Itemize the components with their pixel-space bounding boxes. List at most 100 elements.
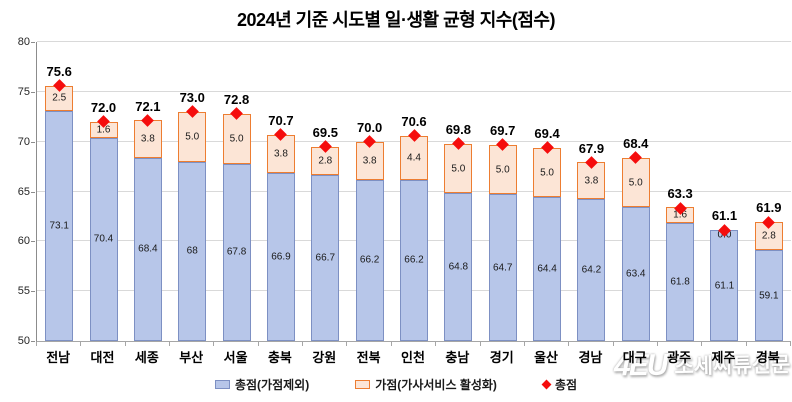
base-value-label: 64.2 <box>581 264 602 276</box>
bonus-value-label: 2.8 <box>761 230 776 242</box>
base-value-label: 70.4 <box>93 233 114 245</box>
base-series-swatch <box>214 380 230 389</box>
bonus-value-label: 5.0 <box>495 164 510 176</box>
base-value-label: 59.1 <box>759 290 779 302</box>
category-label: 충남 <box>445 350 470 365</box>
bonus-value-label: 2.5 <box>52 92 67 104</box>
base-bar <box>45 110 74 341</box>
bonus-value-label: 3.8 <box>362 155 377 167</box>
base-bar <box>577 199 606 341</box>
bonus-value-label: 1.6 <box>673 209 688 221</box>
base-bar <box>89 137 118 341</box>
bonus-value-label: 5.0 <box>451 163 466 175</box>
y-axis-label: 60 <box>17 235 30 248</box>
base-value-label: 61.1 <box>714 280 735 292</box>
y-axis-label: 50 <box>17 335 30 347</box>
bonus-value-label: 3.8 <box>273 148 288 160</box>
total-value-label: 69.7 <box>490 122 516 138</box>
base-value-label: 68 <box>186 245 198 257</box>
base-bar <box>355 179 384 341</box>
x-axis-tick <box>213 342 215 346</box>
bonus-bar <box>178 111 207 162</box>
y-axis-tick <box>31 42 35 43</box>
category-label: 대구 <box>622 350 647 365</box>
y-axis-tick <box>31 141 35 143</box>
x-axis-tick <box>390 342 392 346</box>
total-value-label: 75.6 <box>46 63 72 79</box>
base-value-label: 66.7 <box>315 252 336 264</box>
x-axis-tick <box>124 342 126 346</box>
x-axis-tick <box>612 342 614 346</box>
gridline <box>37 41 791 42</box>
x-axis-tick <box>302 342 304 346</box>
x-axis-tick <box>523 342 525 346</box>
legend-label-base: 총점(가점제외) <box>234 378 310 392</box>
total-value-label: 73.0 <box>179 89 205 105</box>
chart-title: 2024년 기준 시도별 일·생활 균형 지수(점수) <box>237 10 555 30</box>
y-axis-tick <box>31 291 35 293</box>
category-label: 울산 <box>534 350 558 365</box>
x-axis-tick <box>790 342 791 346</box>
bonus-bar <box>621 157 650 208</box>
base-bar <box>444 193 473 341</box>
gridline <box>37 90 791 92</box>
category-label: 충북 <box>267 350 292 365</box>
total-value-label: 69.5 <box>312 124 338 140</box>
base-value-label: 66.2 <box>404 254 424 266</box>
bonus-bar <box>266 134 295 173</box>
bonus-value-label: 2.8 <box>318 155 333 167</box>
bonus-value-label: 5.0 <box>185 131 200 143</box>
y-axis-label: 75 <box>17 85 30 98</box>
total-value-label: 61.9 <box>756 200 782 216</box>
x-axis-tick <box>435 342 437 346</box>
x-axis-tick <box>479 342 481 346</box>
x-axis-tick <box>36 342 37 346</box>
total-value-label: 72.0 <box>90 99 117 115</box>
base-bar <box>754 250 783 341</box>
base-bar <box>666 223 695 341</box>
total-value-label: 70.7 <box>268 112 294 128</box>
total-value-label: 72.8 <box>223 91 250 107</box>
total-value-label: 72.1 <box>135 98 161 114</box>
bonus-bar <box>355 141 384 180</box>
y-axis-label: 65 <box>17 185 30 198</box>
legend-item-bonus: 가점(가사서비스 활성화) <box>355 376 497 393</box>
legend-item-base: 총점(가점제외) <box>214 376 310 393</box>
base-bar <box>533 197 562 341</box>
bonus-value-label: 5.0 <box>540 167 554 179</box>
base-value-label: 67.8 <box>226 246 247 258</box>
category-label: 경남 <box>578 350 603 365</box>
category-label: 제주 <box>711 350 736 365</box>
base-bar <box>178 161 207 341</box>
base-value-label: 64.8 <box>448 261 469 273</box>
base-bar <box>400 179 428 341</box>
category-label: 전남 <box>46 350 71 365</box>
y-axis-label: 70 <box>17 135 30 148</box>
y-axis-tick <box>31 241 35 243</box>
category-label: 경기 <box>489 350 514 365</box>
x-axis-tick <box>346 342 348 346</box>
x-axis-tick <box>257 342 259 346</box>
base-bar <box>222 163 251 341</box>
category-label: 광주 <box>667 350 692 365</box>
total-value-label: 70.6 <box>401 113 427 129</box>
category-label: 경북 <box>755 350 780 365</box>
base-bar <box>133 157 162 341</box>
legend-item-total: 총점 <box>541 376 577 393</box>
total-marker-swatch <box>541 379 552 390</box>
category-label: 대전 <box>90 350 115 365</box>
base-bar <box>311 174 340 341</box>
x-axis-tick <box>656 342 658 346</box>
bonus-value-label: 3.8 <box>584 175 599 187</box>
bonus-series-swatch <box>355 380 371 389</box>
bonus-value-label: 3.8 <box>140 133 155 145</box>
legend: 총점(가점제외) 가점(가사서비스 활성화) 총점 <box>0 376 792 393</box>
base-bar <box>621 207 650 341</box>
bonus-bar <box>222 113 251 164</box>
total-value-label: 69.8 <box>445 121 471 137</box>
base-bar <box>266 172 295 341</box>
total-value-label: 68.4 <box>623 135 649 151</box>
bonus-value-label: 4.4 <box>407 152 421 164</box>
base-value-label: 61.8 <box>670 276 690 288</box>
y-axis-tick <box>31 341 35 342</box>
